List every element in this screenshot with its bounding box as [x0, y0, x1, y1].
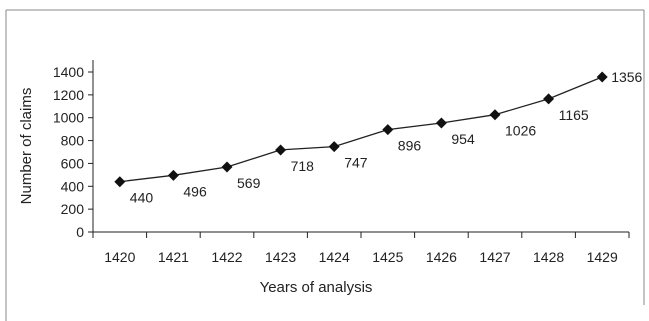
x-tick-label: 1426 — [426, 249, 457, 265]
series-line — [119, 76, 603, 183]
data-labels: 440 496 569 718 747 896 954 1026 1165 1356 — [130, 69, 643, 206]
data-point-marker — [167, 169, 179, 181]
data-markers — [114, 71, 608, 188]
x-tick-label: 1428 — [533, 249, 564, 265]
x-tick-label: 1420 — [104, 249, 135, 265]
series-line-group — [119, 76, 603, 183]
x-tick-label: 1427 — [479, 249, 510, 265]
data-label: 1026 — [505, 123, 536, 139]
data-label: 896 — [398, 138, 422, 154]
y-tick-label: 600 — [61, 155, 85, 171]
x-tick-label: 1425 — [372, 249, 403, 265]
data-point-marker — [435, 117, 447, 129]
data-point-marker — [489, 109, 501, 121]
data-label: 1356 — [611, 69, 642, 85]
y-tick-label: 0 — [76, 224, 84, 240]
data-label: 747 — [344, 155, 368, 171]
data-point-marker — [114, 176, 126, 188]
data-point-marker — [328, 141, 340, 153]
x-tick-label: 1429 — [587, 249, 618, 265]
y-tick-label: 1400 — [53, 64, 84, 80]
data-point-marker — [221, 161, 233, 173]
x-tick-label: 1421 — [158, 249, 189, 265]
data-label: 1165 — [559, 107, 589, 123]
y-tick-label: 1000 — [53, 110, 84, 126]
y-tick-label: 800 — [61, 133, 85, 149]
data-point-marker — [275, 144, 287, 156]
data-label: 569 — [237, 175, 261, 191]
data-label: 496 — [183, 183, 207, 199]
x-tick-label: 1424 — [319, 249, 350, 265]
y-tick-label: 200 — [61, 201, 85, 217]
y-tick-label: 400 — [61, 178, 85, 194]
x-tick-label: 1423 — [265, 249, 296, 265]
data-point-marker — [382, 124, 394, 136]
x-axis-title: Years of analysis — [260, 279, 373, 296]
data-label: 718 — [291, 158, 315, 174]
y-axis-ticks: 0 200 400 600 800 1000 1200 1400 — [53, 64, 93, 240]
data-label: 440 — [130, 190, 154, 206]
y-axis-title: Number of claims — [18, 88, 35, 205]
data-label: 954 — [451, 131, 475, 147]
data-point-marker — [543, 93, 555, 105]
y-tick-label: 1200 — [53, 87, 84, 103]
x-axis-ticks: 1420 1421 1422 1423 1424 1425 1426 1427 1428 1429 — [92, 232, 630, 265]
data-point-marker — [596, 71, 608, 83]
x-tick-label: 1422 — [211, 249, 242, 265]
